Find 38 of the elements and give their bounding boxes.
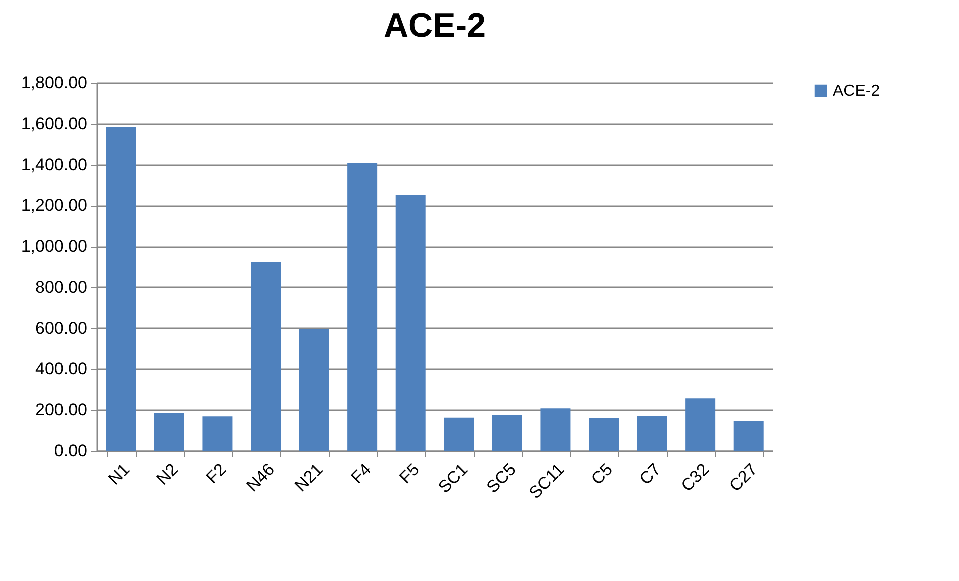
bar xyxy=(106,127,136,451)
x-tick-label: N1 xyxy=(104,460,134,489)
bar xyxy=(348,164,378,451)
y-tick-label: 600.00 xyxy=(36,318,88,338)
bar xyxy=(637,416,668,451)
y-tick-label: 1,400.00 xyxy=(21,155,88,174)
y-tick-label: 1,000.00 xyxy=(21,237,88,256)
x-tick-label: C32 xyxy=(678,460,714,496)
x-tick-label: SC1 xyxy=(434,460,472,497)
bar xyxy=(202,416,233,451)
bar xyxy=(154,413,184,451)
y-tick-label: 0.00 xyxy=(54,442,88,460)
y-tick-label: 1,800.00 xyxy=(21,74,88,92)
x-tick-label: F5 xyxy=(396,460,424,488)
bar xyxy=(396,195,426,451)
x-tick-label: N2 xyxy=(153,460,182,489)
bar xyxy=(492,415,522,451)
y-tick-label: 400.00 xyxy=(36,360,88,379)
x-tick-label: C5 xyxy=(588,460,617,489)
y-tick-label: 800.00 xyxy=(36,278,88,297)
bar xyxy=(299,329,330,451)
y-tick-label: 200.00 xyxy=(36,400,88,420)
x-tick-label: F2 xyxy=(202,460,230,488)
y-tick-label: 1,600.00 xyxy=(21,114,88,134)
bar xyxy=(589,418,619,451)
x-tick-label: F4 xyxy=(348,460,376,488)
x-tick-label: C27 xyxy=(726,460,762,496)
bar xyxy=(251,262,281,451)
legend-label: ACE-2 xyxy=(833,83,880,100)
x-tick-label: N21 xyxy=(291,460,327,496)
bar xyxy=(686,398,716,451)
x-tick-label: C7 xyxy=(636,460,665,489)
bar xyxy=(540,408,571,451)
bar xyxy=(444,418,474,451)
x-tick-label: N46 xyxy=(243,460,279,496)
chart-title: ACE-2 xyxy=(384,7,486,45)
y-tick-label: 1,200.00 xyxy=(21,196,88,216)
bar xyxy=(734,421,764,451)
